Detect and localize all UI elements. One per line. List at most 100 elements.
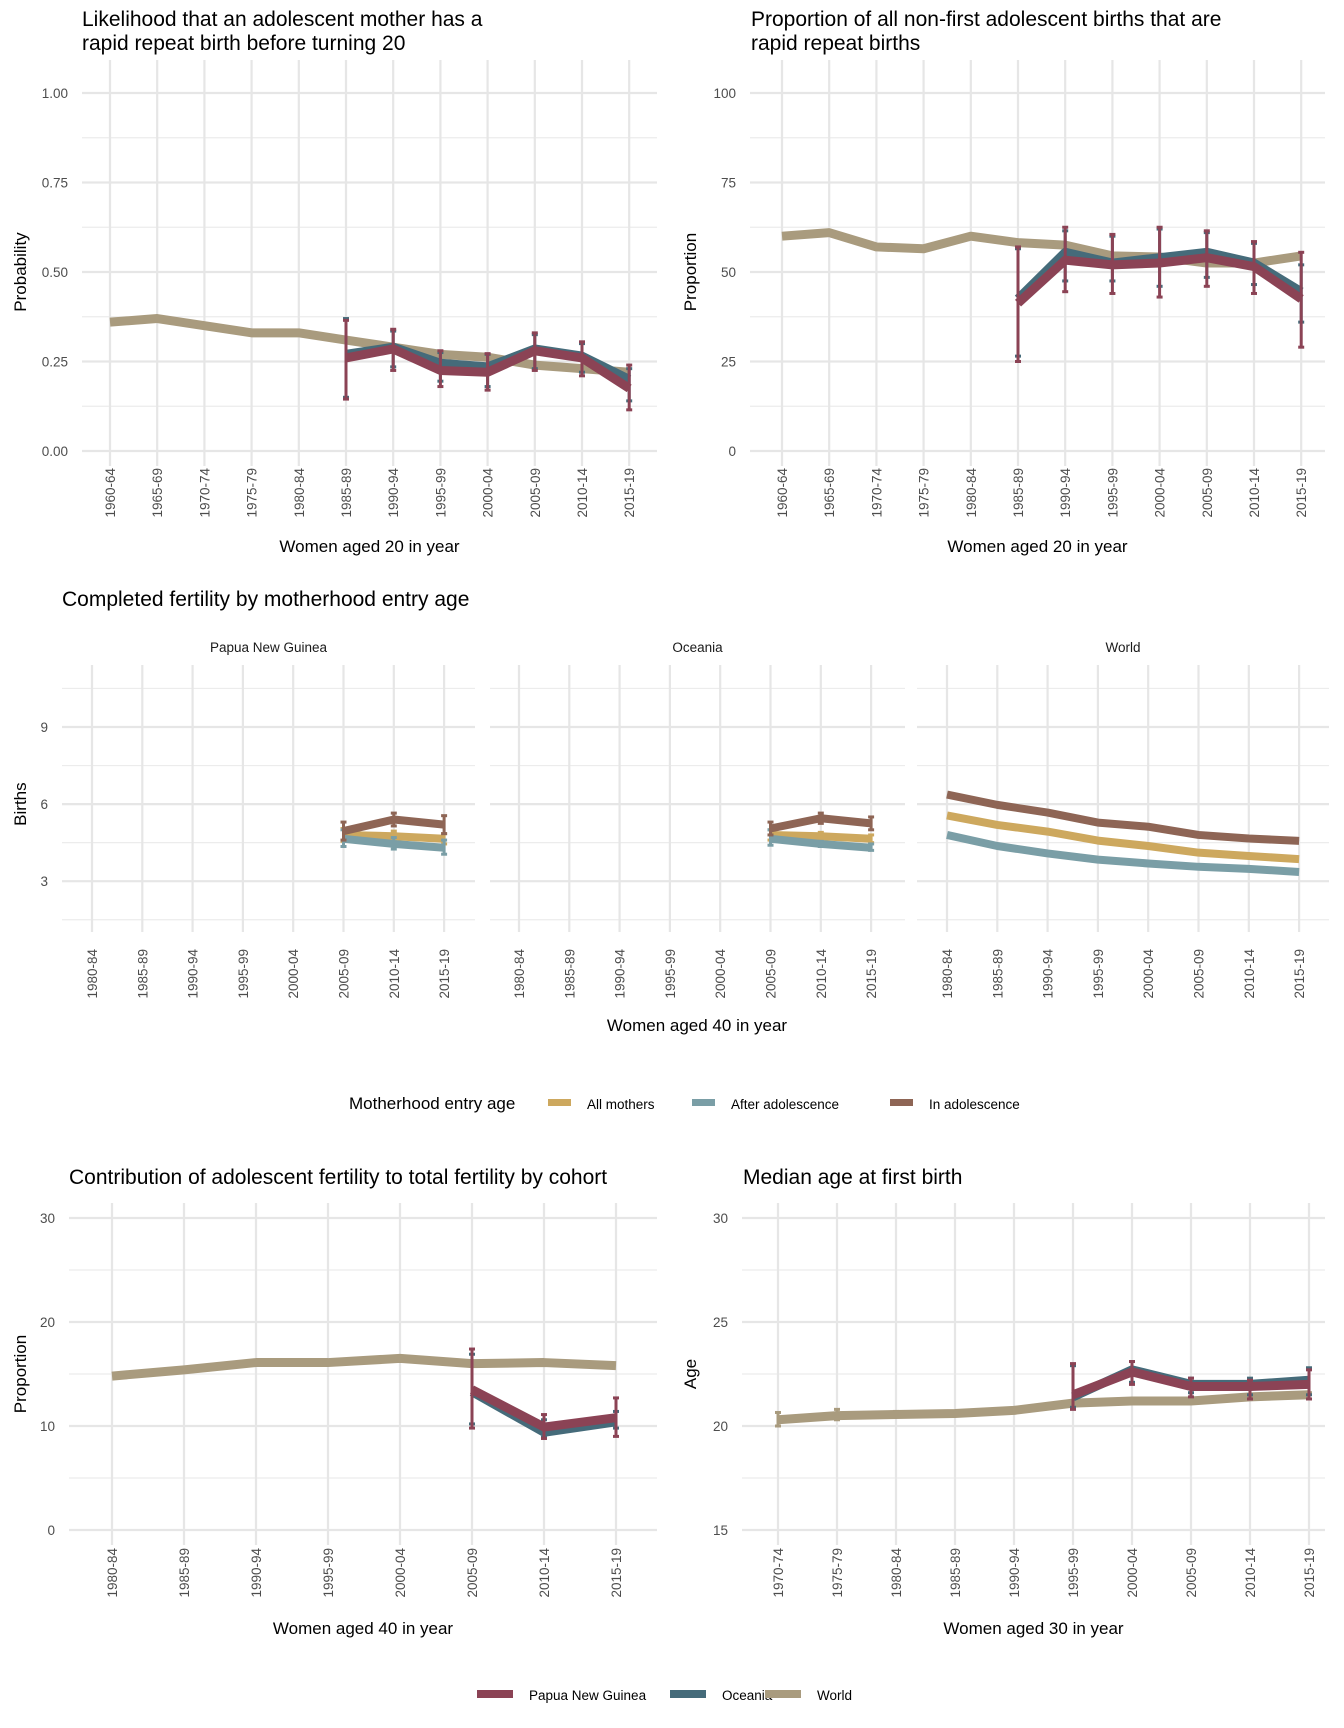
y-tick-label: 6 [40, 797, 48, 812]
x-tick-label: 1995-99 [663, 949, 678, 999]
legend-key-png [477, 1690, 513, 1698]
y-tick-label: 50 [721, 265, 736, 280]
x-tick-label: 2010-14 [1243, 1548, 1258, 1598]
series-line-after_adolescence [946, 831, 1300, 876]
x-tick-label: 1995-99 [1105, 468, 1120, 518]
x-tick-label: 1995-99 [433, 468, 448, 518]
x-tick-label: 1980-84 [889, 1548, 904, 1598]
x-axis-label: Women aged 30 in year [943, 1619, 1124, 1638]
y-axis-label: Births [11, 782, 30, 825]
y-tick-label: 0.00 [42, 444, 68, 459]
y-axis-label: Proportion [681, 233, 700, 311]
legend-key-all_mothers [548, 1099, 571, 1106]
legend-title: Motherhood entry age [349, 1094, 515, 1113]
x-tick-label: 1970-74 [197, 468, 212, 518]
x-axis-label: Women aged 20 in year [947, 537, 1128, 556]
x-tick-label: 2000-04 [1153, 468, 1168, 518]
y-tick-label: 10 [40, 1419, 55, 1434]
legend-key-after_adolescence [692, 1099, 715, 1106]
x-tick-label: 2000-04 [1125, 1548, 1140, 1598]
facet-panel: 1980-84 1985-89 1990-94 1995-99 2000-04 2005-… [917, 640, 1329, 999]
y-tick-label: 0 [728, 444, 736, 459]
x-tick-label: 2010-14 [1242, 949, 1257, 999]
facet-panel: 1980-84 1985-89 1990-94 1995-99 2000-04 2005-… [490, 640, 905, 999]
x-tick-label: 2000-04 [713, 949, 728, 999]
legend-label: In adolescence [929, 1097, 1020, 1112]
chart-title-line: Proportion of all non-first adolescent b… [751, 8, 1221, 31]
x-axis-label: Women aged 20 in year [279, 537, 460, 556]
x-tick-label: 1985-89 [177, 1548, 192, 1598]
x-tick-label: 1965-69 [150, 468, 165, 518]
x-tick-label: 1975-79 [245, 468, 260, 518]
x-tick-label: 1995-99 [1066, 1548, 1081, 1598]
chart-title: Completed fertility by motherhood entry … [62, 588, 469, 611]
x-tick-label: 1985-89 [135, 949, 150, 999]
y-tick-label: 30 [40, 1211, 55, 1226]
legend-label: After adolescence [731, 1097, 839, 1112]
y-tick-label: 100 [713, 86, 736, 101]
x-tick-label: 2015-19 [1292, 949, 1307, 999]
series-line-world [777, 1390, 1310, 1425]
y-tick-label: 0 [47, 1523, 55, 1538]
x-tick-label: 2005-09 [1200, 468, 1215, 518]
y-tick-label: 30 [713, 1211, 728, 1226]
x-tick-label: 1985-89 [990, 949, 1005, 999]
x-tick-label: 1985-89 [948, 1548, 963, 1598]
y-tick-label: 3 [40, 874, 48, 889]
x-tick-label: 2005-09 [528, 468, 543, 518]
legend-label: Oceania [722, 1688, 773, 1703]
y-tick-label: 9 [40, 720, 48, 735]
facet-panel: 1980-84 1985-89 1990-94 1995-99 2000-04 2005-… [62, 640, 475, 999]
chart-rapid_repeat_likelihood: 0.00 0.25 0.50 0.75 1.00 1960-64 1965-69 1970-7… [11, 8, 657, 556]
chart-completed_fertility: Completed fertility by motherhood entry … [11, 588, 1329, 1035]
x-tick-label: 1995-99 [321, 1548, 336, 1598]
legend-label: Papua New Guinea [529, 1688, 647, 1703]
x-tick-label: 1990-94 [1058, 468, 1073, 518]
facet-strip-label: Oceania [672, 640, 723, 655]
x-tick-label: 2000-04 [286, 949, 301, 999]
x-tick-label: 1990-94 [1007, 1548, 1022, 1598]
x-tick-label: 2015-19 [864, 949, 879, 999]
chart-rapid_repeat_proportion: 0 25 50 75 100 1960-64 1965-69 1970-74 1975-79 19… [681, 8, 1325, 556]
y-axis-label: Probability [11, 232, 30, 312]
y-tick-label: 0.75 [42, 176, 68, 191]
x-tick-label: 2000-04 [1141, 949, 1156, 999]
legend-motherhood-entry-age: Motherhood entry age All mothers After ado… [349, 1094, 1020, 1113]
facet-strip-label: World [1105, 640, 1140, 655]
x-tick-label: 1975-79 [917, 468, 932, 518]
x-tick-label: 2015-19 [1302, 1548, 1317, 1598]
x-tick-label: 1970-74 [771, 1548, 786, 1598]
legend-label: World [817, 1688, 852, 1703]
x-tick-label: 2005-09 [764, 949, 779, 999]
x-tick-label: 2015-19 [1294, 468, 1309, 518]
facet-strip-label: Papua New Guinea [210, 640, 328, 655]
y-tick-label: 0.50 [42, 265, 68, 280]
legend-key-world [765, 1690, 801, 1698]
chart-title: Contribution of adolescent fertility to … [69, 1166, 607, 1189]
y-tick-label: 15 [713, 1523, 728, 1538]
x-tick-label: 1980-84 [105, 1548, 120, 1598]
x-tick-label: 2005-09 [1184, 1548, 1199, 1598]
y-tick-label: 20 [40, 1315, 55, 1330]
chart-median_age_first_birth: 15 20 25 30 1970-74 1975-79 1980-84 1985-89 1990… [681, 1166, 1325, 1638]
legend-key-oceania [670, 1690, 706, 1698]
x-tick-label: 2015-19 [622, 468, 637, 518]
x-tick-label: 1980-84 [512, 949, 527, 999]
x-tick-label: 2010-14 [814, 949, 829, 999]
chart-title-line: Likelihood that an adolescent mother has… [82, 8, 483, 31]
y-tick-label: 25 [713, 1315, 728, 1330]
x-tick-label: 2015-19 [437, 949, 452, 999]
y-axis-label: Proportion [11, 1335, 30, 1413]
x-tick-label: 1980-84 [292, 468, 307, 518]
x-tick-label: 2010-14 [537, 1548, 552, 1598]
x-tick-label: 1990-94 [386, 468, 401, 518]
x-tick-label: 2005-09 [337, 949, 352, 999]
y-tick-label: 0.25 [42, 355, 68, 370]
x-axis-label: Women aged 40 in year [607, 1016, 788, 1035]
x-tick-label: 1960-64 [775, 468, 790, 518]
series-line-all_mothers [946, 811, 1300, 864]
x-tick-label: 1990-94 [613, 949, 628, 999]
series-line-world [109, 314, 630, 377]
y-tick-label: 20 [713, 1419, 728, 1434]
